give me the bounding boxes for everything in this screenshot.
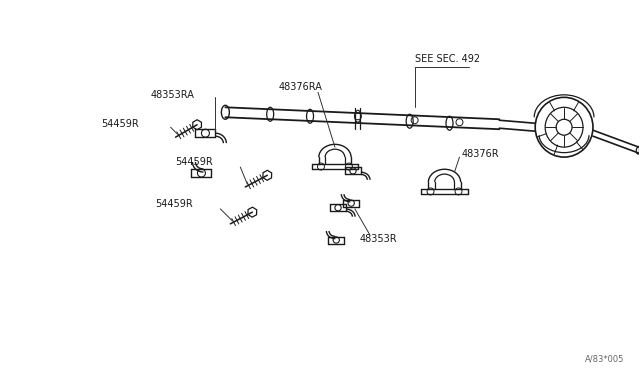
Text: 54459R: 54459R (101, 119, 139, 129)
Text: 54459R: 54459R (156, 199, 193, 209)
Text: 48376R: 48376R (461, 149, 499, 159)
Text: 48353R: 48353R (360, 234, 397, 244)
Text: 48376RA: 48376RA (278, 82, 322, 92)
Text: 48353RA: 48353RA (150, 90, 195, 100)
Text: 54459R: 54459R (175, 157, 213, 167)
Text: A/83*005: A/83*005 (584, 355, 624, 363)
Text: SEE SEC. 492: SEE SEC. 492 (415, 54, 480, 64)
